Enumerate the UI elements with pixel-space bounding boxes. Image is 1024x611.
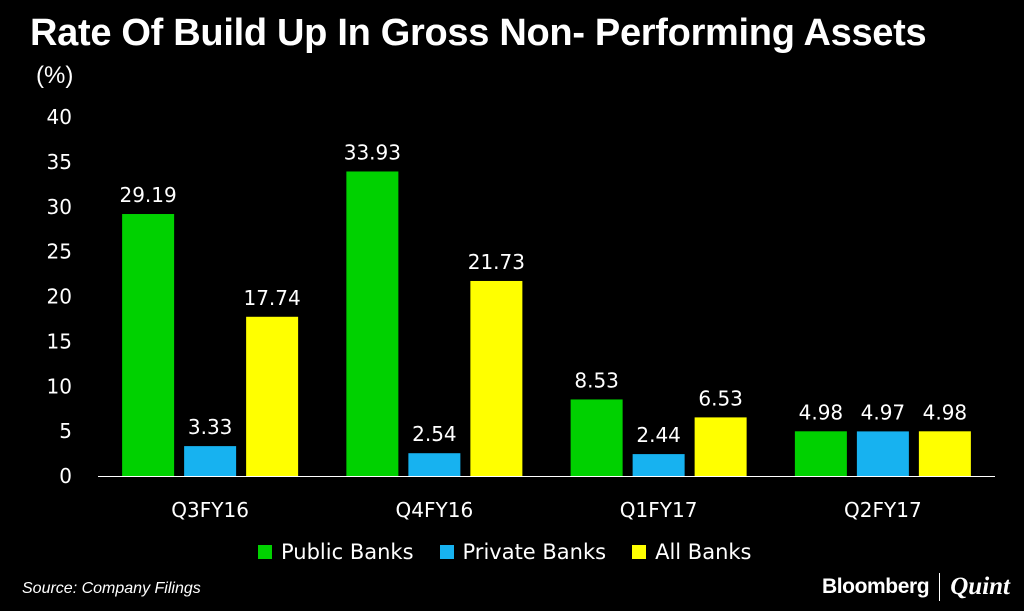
y-tick-label-40: 40 [47, 105, 72, 129]
y-tick-label-25: 25 [47, 240, 72, 264]
legend-item-all-banks: All Banks [632, 540, 752, 564]
legend-label-public-banks: Public Banks [281, 540, 414, 564]
data-label-public-banks-q2fy17: 4.98 [799, 400, 844, 424]
bar-all-banks-q1fy17 [694, 417, 747, 476]
x-tick-label-q2fy17: Q2FY17 [844, 498, 922, 522]
bar-all-banks-q4fy16 [470, 280, 523, 476]
brand-quint: Quint [950, 573, 1010, 600]
y-tick-label-20: 20 [47, 285, 72, 309]
bar-private-banks-q4fy16 [408, 453, 461, 476]
y-tick-label-10: 10 [47, 374, 72, 398]
y-axis-unit-label: (%) [36, 62, 74, 89]
y-tick-label-15: 15 [47, 329, 72, 353]
legend-item-public-banks: Public Banks [258, 540, 414, 564]
y-tick-label-35: 35 [47, 150, 72, 174]
data-label-private-banks-q3fy16: 3.33 [188, 415, 233, 439]
bar-public-banks-q1fy17 [570, 399, 623, 476]
brand-logo: Bloomberg Quint [822, 573, 1010, 601]
bar-public-banks-q4fy16 [346, 171, 399, 476]
data-label-public-banks-q4fy16: 33.93 [344, 140, 401, 164]
data-label-all-banks-q4fy16: 21.73 [468, 250, 525, 274]
data-label-all-banks-q1fy17: 6.53 [698, 386, 743, 410]
legend-swatch-private-banks [439, 545, 454, 559]
legend: Public Banks Private Banks All Banks [258, 540, 752, 564]
bar-private-banks-q2fy17 [856, 431, 909, 476]
brand-bloomberg: Bloomberg [821, 575, 930, 598]
brand-divider [939, 573, 941, 601]
data-label-public-banks-q1fy17: 8.53 [574, 368, 619, 392]
data-label-private-banks-q4fy16: 2.54 [412, 422, 457, 446]
x-tick-label-q1fy17: Q1FY17 [620, 498, 698, 522]
bar-all-banks-q3fy16 [246, 316, 299, 476]
bar-private-banks-q1fy17 [632, 454, 685, 476]
data-labels-group: 29.19 3.33 17.74 33.93 2.54 21.73 8.53 2.44 6.53… [119, 140, 967, 447]
y-tick-label-0: 0 [59, 464, 72, 488]
bar-private-banks-q3fy16 [184, 446, 237, 476]
legend-label-all-banks: All Banks [655, 540, 752, 564]
bar-public-banks-q2fy17 [794, 431, 847, 476]
data-label-private-banks-q1fy17: 2.44 [636, 423, 681, 447]
chart-title: Rate Of Build Up In Gross Non- Performin… [30, 12, 927, 54]
bar-all-banks-q2fy17 [918, 431, 971, 476]
source-note: Source: Company Filings [22, 580, 201, 597]
y-axis-ticks: 0 5 10 15 20 25 30 35 40 [47, 105, 72, 488]
y-tick-label-30: 30 [47, 195, 72, 219]
legend-swatch-public-banks [258, 545, 272, 559]
x-tick-label-q3fy16: Q3FY16 [171, 498, 249, 522]
x-axis-category-labels: Q3FY16 Q4FY16 Q1FY17 Q2FY17 [171, 498, 921, 522]
bars-group [122, 171, 971, 476]
legend-label-private-banks: Private Banks [462, 540, 607, 564]
data-label-all-banks-q2fy17: 4.98 [923, 400, 968, 424]
x-tick-label-q4fy16: Q4FY16 [396, 498, 474, 522]
data-label-private-banks-q2fy17: 4.97 [861, 400, 906, 424]
data-label-public-banks-q3fy16: 29.19 [119, 183, 176, 207]
data-label-all-banks-q3fy16: 17.74 [243, 286, 300, 310]
y-tick-label-5: 5 [59, 419, 72, 443]
bar-public-banks-q3fy16 [122, 214, 175, 476]
legend-item-private-banks: Private Banks [439, 540, 607, 564]
legend-swatch-all-banks [632, 545, 647, 559]
